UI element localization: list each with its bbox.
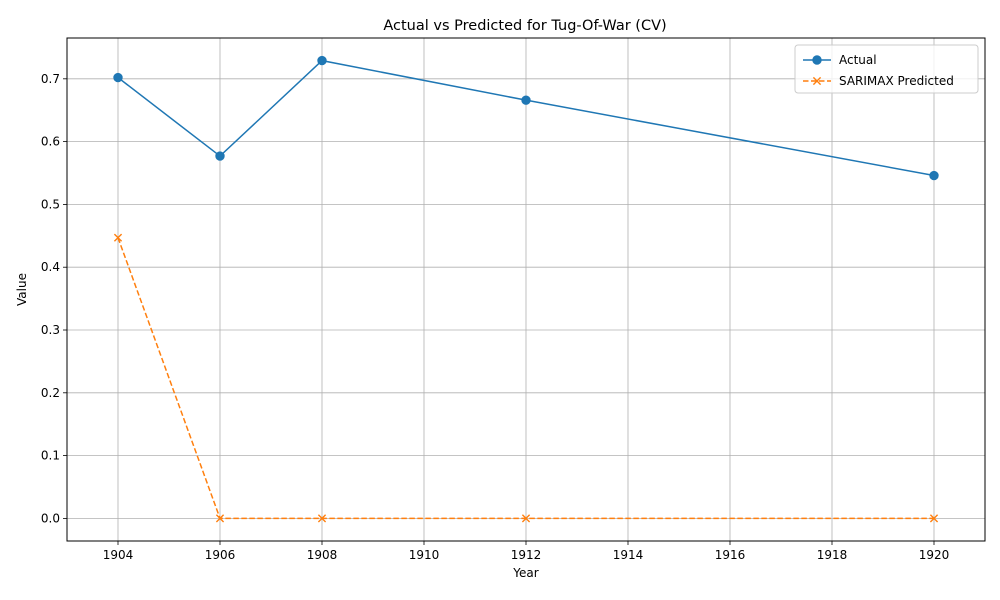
legend-marker (812, 76, 822, 86)
x-tick-label: 1904 (103, 548, 134, 562)
legend-entry: SARIMAX Predicted (803, 74, 954, 88)
data-point (929, 170, 939, 181)
data-point (113, 233, 123, 242)
data-point (113, 72, 123, 83)
marker-stroke (215, 514, 225, 523)
x-tick-label: 1910 (409, 548, 440, 562)
legend-label: Actual (839, 53, 877, 67)
x-tick-label: 1906 (205, 548, 236, 562)
x-tick-label: 1908 (307, 548, 338, 562)
x-tick-label: 1918 (817, 548, 848, 562)
data-point (929, 514, 939, 523)
x-tick-label: 1912 (511, 548, 542, 562)
data-point (521, 95, 531, 105)
chart-title: Actual vs Predicted for Tug-Of-War (CV) (383, 18, 666, 34)
series-actual (113, 55, 939, 181)
data-point (215, 151, 225, 161)
y-tick-label: 0.0 (41, 511, 60, 525)
legend-label: SARIMAX Predicted (839, 74, 954, 88)
data-point (317, 514, 327, 523)
x-tick-label: 1920 (919, 548, 950, 562)
data-point (521, 514, 531, 523)
data-point (317, 55, 327, 66)
legend-box (794, 44, 979, 94)
y-tick-label: 0.2 (41, 386, 60, 400)
series-sarimax-predicted (113, 233, 939, 523)
y-tick-label: 0.7 (41, 72, 60, 86)
y-tick-label: 0.5 (41, 197, 60, 211)
data-point (215, 514, 225, 523)
series-layer (113, 55, 939, 523)
marker-stroke (317, 514, 327, 523)
marker-stroke (812, 76, 822, 86)
x-tick-label: 1916 (715, 548, 746, 562)
x-tick-label: 1914 (613, 548, 644, 562)
y-tick-label: 0.1 (41, 449, 60, 463)
marker-stroke (113, 233, 123, 242)
marker-stroke (929, 514, 939, 523)
axis-ticks: 1904 1906 1908 1910 1912 1914 1916 1918 1920 0.0 0… (41, 72, 949, 562)
legend: Actual SARIMAX Predicted (794, 44, 979, 94)
legend-entry: Actual (803, 53, 877, 67)
y-tick-label: 0.4 (41, 260, 60, 274)
legend-marker (812, 55, 822, 65)
marker-stroke (521, 514, 531, 523)
y-tick-label: 0.3 (41, 323, 60, 337)
x-axis-label: Year (512, 566, 538, 580)
y-tick-label: 0.6 (41, 135, 60, 149)
y-axis-label: Value (15, 273, 29, 306)
